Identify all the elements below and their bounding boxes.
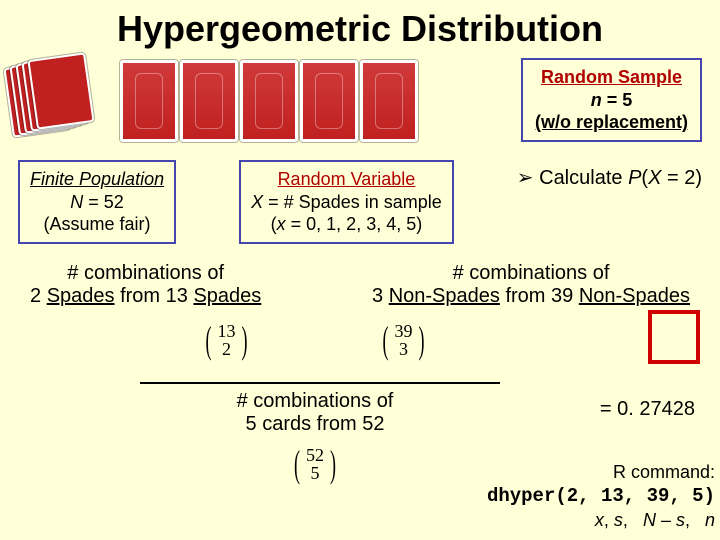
random-variable-box: Random Variable X = # Spades in sample (…	[239, 160, 454, 244]
finite-population-box: Finite Population N = 52 (Assume fair)	[18, 160, 176, 244]
card-4	[300, 60, 358, 142]
numerator-left-label: # combinations of 2 Spades from 13 Spade…	[30, 262, 261, 308]
rv-def: X = # Spades in sample	[251, 191, 442, 214]
r-command-args: x, s, N – s, n	[487, 509, 715, 532]
deck-illustration	[8, 58, 113, 136]
card-2	[180, 60, 238, 142]
card-5	[360, 60, 418, 142]
sample-note: (w/o replacement)	[535, 111, 688, 134]
denom-label-2: 5 cards from 52	[150, 413, 480, 436]
rv-domain: (x = 0, 1, 2, 3, 4, 5)	[251, 213, 442, 236]
probability-result: = 0. 27428	[600, 398, 695, 421]
fp-note: (Assume fair)	[30, 213, 164, 236]
r-command-label: R command:	[487, 461, 715, 484]
sample-n: n = 5	[535, 89, 688, 112]
rv-title: Random Variable	[251, 168, 442, 191]
binom-39-3: 39 3	[388, 320, 418, 360]
result-placeholder-box	[648, 310, 700, 364]
calculate-label: ➢ Calculate P(X = 2)	[517, 160, 702, 244]
page-title: Hypergeometric Distribution	[0, 0, 720, 50]
denominator-area: # combinations of 5 cards from 52 52 5	[150, 390, 480, 485]
binom-13-2: 13 2	[212, 320, 242, 360]
fp-n: N = 52	[30, 191, 164, 214]
sample-title: Random Sample	[535, 66, 688, 89]
numerator-binoms: 13 2 39 3	[150, 320, 480, 360]
r-command-code: dhyper(2, 13, 39, 5)	[487, 484, 715, 509]
sample-cards	[120, 60, 418, 142]
numerator-right-label: # combinations of 3 Non-Spades from 39 N…	[372, 262, 690, 308]
card-1	[120, 60, 178, 142]
card-3	[240, 60, 298, 142]
binom-52-5: 52 5	[300, 444, 330, 484]
denom-label-1: # combinations of	[150, 390, 480, 413]
r-command-block: R command: dhyper(2, 13, 39, 5) x, s, N …	[487, 461, 715, 532]
random-sample-box: Random Sample n = 5 (w/o replacement)	[521, 58, 702, 142]
fp-title: Finite Population	[30, 168, 164, 191]
fraction-line	[140, 382, 500, 384]
